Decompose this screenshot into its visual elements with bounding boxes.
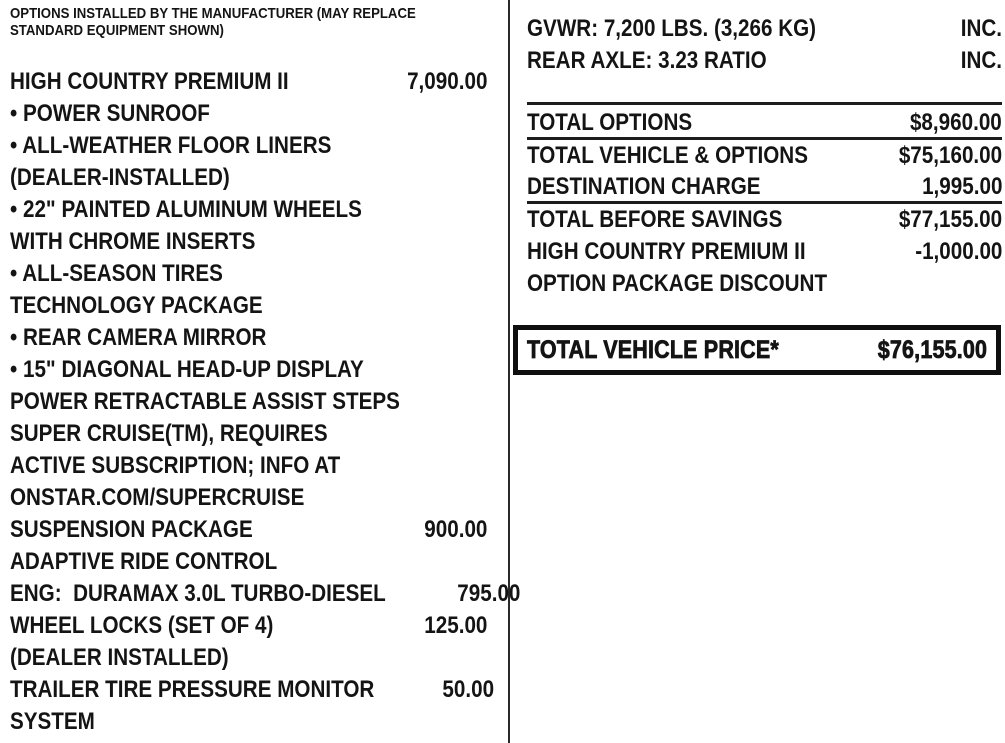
total-label: TOTAL BEFORE SAVINGS (527, 206, 783, 233)
option-row: WITH CHROME INSERTS (10, 226, 487, 258)
pricing-section: GVWR: 7,200 LBS. (3,266 KG) INC. REAR AX… (510, 0, 1005, 743)
total-label: OPTION PACKAGE DISCOUNT (527, 270, 828, 297)
option-row: (DEALER INSTALLED) (10, 642, 487, 674)
option-row: ACTIVE SUBSCRIPTION; INFO AT (10, 450, 487, 482)
option-row: • REAR CAMERA MIRROR (10, 322, 487, 354)
option-row: ADAPTIVE RIDE CONTROL (10, 546, 487, 578)
spec-row: GVWR: 7,200 LBS. (3,266 KG) INC. (527, 13, 1002, 45)
option-row: TECHNOLOGY PACKAGE (10, 290, 487, 322)
option-label: (DEALER-INSTALLED) (10, 164, 230, 191)
total-label: DESTINATION CHARGE (527, 172, 761, 200)
option-row: (DEALER-INSTALLED) (10, 162, 487, 194)
option-price: 50.00 (442, 676, 494, 703)
option-label: • POWER SUNROOF (10, 100, 210, 127)
option-label: ENG: DURAMAX 3.0L TURBO-DIESEL (10, 580, 386, 607)
option-label: POWER RETRACTABLE ASSIST STEPS (10, 388, 400, 415)
option-label: ADAPTIVE RIDE CONTROL (10, 548, 278, 575)
option-row: ONSTAR.COM/SUPERCRUISE (10, 482, 487, 514)
total-vehicle-price-value: $76,155.00 (877, 335, 987, 364)
option-price: 125.00 (423, 612, 487, 639)
total-value: $77,155.00 (898, 206, 1002, 233)
option-row: WHEEL LOCKS (SET OF 4) 125.00 (10, 610, 487, 642)
total-row: DESTINATION CHARGE 1,995.00 (527, 172, 1002, 204)
options-section-header: OPTIONS INSTALLED BY THE MANUFACTURER (M… (10, 5, 487, 39)
total-value: $8,960.00 (910, 108, 1002, 136)
option-label: WHEEL LOCKS (SET OF 4) (10, 612, 274, 639)
options-list: HIGH COUNTRY PREMIUM II 7,090.00 • POWER… (10, 66, 520, 738)
option-row: • ALL-SEASON TIRES (10, 258, 487, 290)
option-label: SUPER CRUISE(TM), REQUIRES (10, 420, 328, 447)
total-vehicle-price-box: TOTAL VEHICLE PRICE* $76,155.00 (513, 325, 1001, 375)
total-row: TOTAL BEFORE SAVINGS $77,155.00 (527, 204, 1002, 236)
spec-row: REAR AXLE: 3.23 RATIO INC. (527, 45, 1002, 77)
spec-value: INC. (960, 15, 1002, 42)
option-price: 900.00 (423, 516, 487, 543)
total-row: TOTAL OPTIONS $8,960.00 (527, 108, 1002, 140)
totals-list: TOTAL OPTIONS $8,960.00 TOTAL VEHICLE & … (527, 108, 1002, 300)
option-row: SUPER CRUISE(TM), REQUIRES (10, 418, 487, 450)
spec-label: GVWR: 7,200 LBS. (3,266 KG) (527, 15, 817, 42)
option-label: HIGH COUNTRY PREMIUM II (10, 68, 289, 95)
total-row: HIGH COUNTRY PREMIUM II -1,000.00 (527, 236, 1002, 268)
option-row: ENG: DURAMAX 3.0L TURBO-DIESEL 795.00 (10, 578, 520, 610)
option-label: • 15" DIAGONAL HEAD-UP DISPLAY (10, 356, 364, 383)
total-value: -1,000.00 (914, 238, 1002, 265)
total-label: TOTAL OPTIONS (527, 108, 693, 136)
option-label: SYSTEM (10, 708, 95, 735)
option-row: SYSTEM (10, 706, 487, 738)
option-row: HIGH COUNTRY PREMIUM II 7,090.00 (10, 66, 487, 98)
options-header-line-1: OPTIONS INSTALLED BY THE MANUFACTURER (M… (10, 5, 416, 22)
option-label: SUSPENSION PACKAGE (10, 516, 253, 543)
options-header-line-2: STANDARD EQUIPMENT SHOWN) (10, 22, 224, 39)
option-label: WITH CHROME INSERTS (10, 228, 256, 255)
option-label: • 22" PAINTED ALUMINUM WHEELS (10, 196, 362, 223)
option-label: ONSTAR.COM/SUPERCRUISE (10, 484, 305, 511)
option-price: 7,090.00 (406, 68, 487, 95)
options-section: OPTIONS INSTALLED BY THE MANUFACTURER (M… (10, 5, 520, 738)
option-label: • REAR CAMERA MIRROR (10, 324, 267, 351)
total-vehicle-price-label: TOTAL VEHICLE PRICE* (527, 335, 779, 364)
option-label: (DEALER INSTALLED) (10, 644, 229, 671)
option-row: • 22" PAINTED ALUMINUM WHEELS (10, 194, 487, 226)
total-value: 1,995.00 (921, 172, 1002, 200)
total-label: HIGH COUNTRY PREMIUM II (527, 238, 806, 265)
total-row: TOTAL VEHICLE & OPTIONS $75,160.00 (527, 140, 1002, 172)
option-label: TRAILER TIRE PRESSURE MONITOR (10, 676, 375, 703)
total-label: TOTAL VEHICLE & OPTIONS (527, 142, 808, 169)
option-label: ACTIVE SUBSCRIPTION; INFO AT (10, 452, 341, 479)
specs-list: GVWR: 7,200 LBS. (3,266 KG) INC. REAR AX… (527, 13, 1002, 77)
option-row: TRAILER TIRE PRESSURE MONITOR 50.00 (10, 674, 494, 706)
column-divider (508, 0, 510, 743)
option-price: 795.00 (457, 580, 521, 607)
option-label: • ALL-WEATHER FLOOR LINERS (10, 132, 332, 159)
total-row: OPTION PACKAGE DISCOUNT (527, 268, 1002, 300)
option-label: • ALL-SEASON TIRES (10, 260, 223, 287)
spec-label: REAR AXLE: 3.23 RATIO (527, 47, 767, 74)
totals-top-rule (527, 102, 1002, 105)
spec-value: INC. (960, 47, 1002, 74)
option-row: SUSPENSION PACKAGE 900.00 (10, 514, 487, 546)
total-value: $75,160.00 (898, 142, 1002, 169)
option-row: • ALL-WEATHER FLOOR LINERS (10, 130, 487, 162)
option-label: TECHNOLOGY PACKAGE (10, 292, 263, 319)
option-row: POWER RETRACTABLE ASSIST STEPS (10, 386, 487, 418)
option-row: • POWER SUNROOF (10, 98, 487, 130)
option-row: • 15" DIAGONAL HEAD-UP DISPLAY (10, 354, 487, 386)
